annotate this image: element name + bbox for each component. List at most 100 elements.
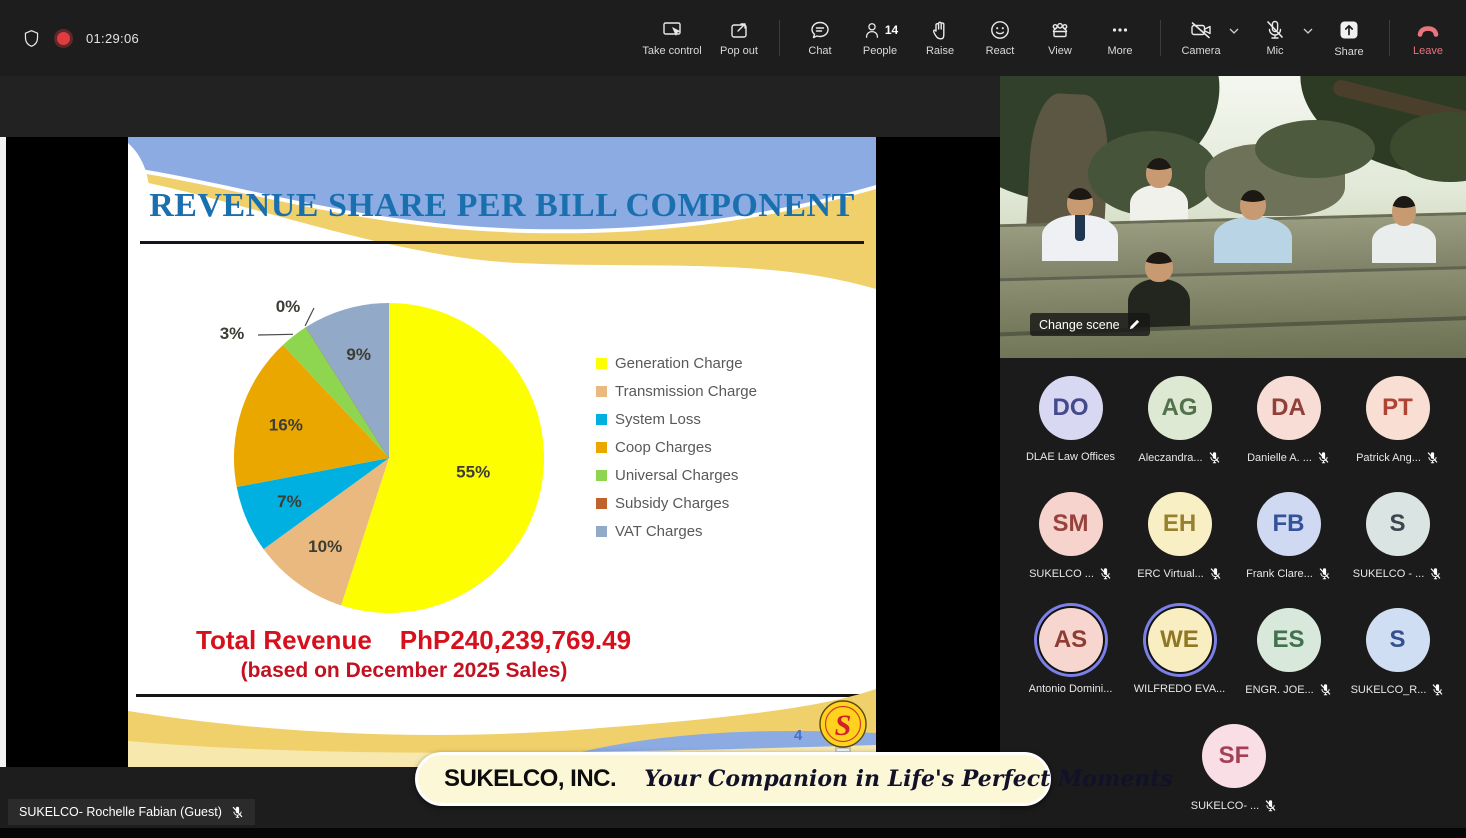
participant-tile[interactable]: SM SUKELCO ...	[1016, 484, 1125, 598]
svg-text:S: S	[835, 709, 852, 742]
security-shield-icon	[24, 29, 39, 47]
mic-off-icon	[1432, 684, 1443, 696]
svg-text:7%: 7%	[277, 492, 302, 511]
company-name: SUKELCO, INC.	[444, 765, 617, 792]
participant-tile[interactable]: PT Patrick Ang...	[1343, 368, 1452, 482]
slide-footer-divider	[136, 694, 868, 697]
participant-tile[interactable]: EH ERC Virtual...	[1125, 484, 1234, 598]
participant-tile[interactable]: WE WILFREDO EVA...	[1125, 600, 1234, 714]
mic-off-icon	[1427, 452, 1438, 464]
avatar[interactable]: S	[1365, 492, 1430, 556]
pop-out-icon	[731, 23, 747, 38]
view-gallery-icon	[1052, 22, 1068, 38]
participant-name: Antonio Domini...	[1028, 683, 1113, 695]
participant-name: Danielle A. ...	[1247, 451, 1312, 464]
mic-off-icon	[1210, 568, 1221, 580]
revenue-basis-note: (based on December 2025 Sales)	[240, 659, 568, 682]
participant-name: ERC Virtual...	[1137, 567, 1204, 580]
legend-item: Transmission Charge	[596, 377, 757, 405]
legend-item: VAT Charges	[596, 517, 757, 545]
people-icon	[865, 23, 878, 38]
take-control-icon	[663, 22, 681, 36]
avatar[interactable]: EH	[1147, 492, 1212, 556]
camera-options-chevron-icon[interactable]	[1229, 28, 1239, 34]
avatar[interactable]: AS	[1038, 608, 1103, 672]
pop-out-button[interactable]: Pop out	[709, 19, 769, 57]
participant-video-person	[1042, 188, 1118, 261]
participant-name: Aleczandra...	[1138, 451, 1203, 464]
avatar[interactable]: ES	[1256, 608, 1321, 672]
mic-off-icon	[1209, 452, 1220, 464]
participant-name: Frank Clare...	[1246, 567, 1313, 580]
people-button[interactable]: 14 People	[850, 19, 910, 57]
avatar[interactable]: AG	[1147, 376, 1212, 440]
people-count-badge: 14	[884, 23, 899, 37]
legend-swatch	[596, 469, 607, 481]
mic-off-icon	[1100, 568, 1111, 580]
participant-video-person	[1130, 158, 1188, 227]
camera-button[interactable]: Camera	[1171, 19, 1231, 57]
legend-label: Universal Charges	[615, 466, 739, 484]
mic-off-icon	[232, 806, 243, 818]
recording-indicator-icon	[57, 31, 70, 45]
participant-tile[interactable]: AS Antonio Domini...	[1016, 600, 1125, 714]
participant-tile[interactable]: ES ENGR. JOE...	[1234, 600, 1343, 714]
slide-page-number: 4	[794, 727, 803, 744]
participant-name: SUKELCO- ...	[1190, 799, 1260, 812]
leave-button[interactable]: Leave	[1400, 19, 1456, 57]
avatar[interactable]: SF	[1202, 724, 1266, 788]
participant-tile[interactable]: SF SUKELCO- ...	[1125, 716, 1343, 830]
legend-item: Subsidy Charges	[596, 489, 757, 517]
participant-tile[interactable]: AG Aleczandra...	[1125, 368, 1234, 482]
participant-name: SUKELCO_R...	[1350, 683, 1427, 696]
react-button[interactable]: React	[970, 19, 1030, 57]
total-revenue-line: Total Revenue PhP240,239,769.49	[196, 625, 631, 656]
svg-text:10%: 10%	[308, 537, 342, 556]
avatar[interactable]: SM	[1038, 492, 1103, 556]
chat-button[interactable]: Chat	[790, 19, 850, 57]
legend-swatch	[596, 525, 607, 537]
total-revenue-value: PhP240,239,769.49	[399, 625, 632, 655]
more-ellipsis-icon	[1112, 28, 1128, 32]
mic-button[interactable]: Mic	[1245, 19, 1305, 57]
avatar[interactable]: FB	[1256, 492, 1321, 556]
raise-hand-button[interactable]: Raise	[910, 19, 970, 57]
total-revenue-label: Total Revenue	[196, 625, 372, 655]
more-button[interactable]: More	[1090, 19, 1150, 57]
chat-icon	[811, 21, 829, 39]
legend-swatch	[596, 357, 607, 369]
take-control-button[interactable]: Take control	[635, 19, 709, 57]
participant-tile[interactable]: S SUKELCO - ...	[1343, 484, 1452, 598]
avatar[interactable]: PT	[1365, 376, 1430, 440]
legend-swatch	[596, 413, 607, 425]
avatar[interactable]: WE	[1147, 608, 1212, 672]
legend-swatch	[596, 441, 607, 453]
participant-video-person	[1214, 190, 1292, 263]
slide-title: REVENUE SHARE PER BILL COMPONENT	[149, 187, 855, 224]
change-scene-button[interactable]: Change scene	[1030, 313, 1150, 336]
company-tagline: Your Companion in Life's Perfect Moments	[644, 766, 1173, 792]
participant-tile[interactable]: DA Danielle A. ...	[1234, 368, 1343, 482]
view-button[interactable]: View	[1030, 19, 1090, 57]
chart-legend: Generation Charge Transmission Charge Syst…	[596, 349, 757, 545]
svg-text:16%: 16%	[269, 416, 303, 435]
mic-options-chevron-icon[interactable]	[1303, 28, 1313, 34]
toolbar-divider	[1389, 20, 1390, 56]
participant-tile[interactable]: S SUKELCO_R...	[1343, 600, 1452, 714]
shared-screen-letterbox-top	[0, 76, 1000, 137]
legend-label: Subsidy Charges	[615, 494, 730, 512]
meeting-toolbar: 01:29:06 Take control Pop out Chat	[0, 0, 1466, 76]
pencil-edit-icon	[1129, 319, 1139, 330]
toolbar-divider	[779, 20, 780, 56]
participant-tile[interactable]: FB Frank Clare...	[1234, 484, 1343, 598]
legend-label: Coop Charges	[615, 438, 712, 456]
participant-video-person	[1372, 196, 1436, 263]
avatar[interactable]: DO	[1038, 376, 1103, 440]
avatar[interactable]: DA	[1256, 376, 1321, 440]
bottom-edge	[0, 828, 1466, 838]
legend-swatch	[596, 497, 607, 509]
participant-tile[interactable]: DO DLAE Law Offices	[1016, 368, 1125, 482]
participant-name: ENGR. JOE...	[1245, 683, 1314, 696]
avatar[interactable]: S	[1365, 608, 1430, 672]
share-button[interactable]: Share	[1319, 18, 1379, 58]
